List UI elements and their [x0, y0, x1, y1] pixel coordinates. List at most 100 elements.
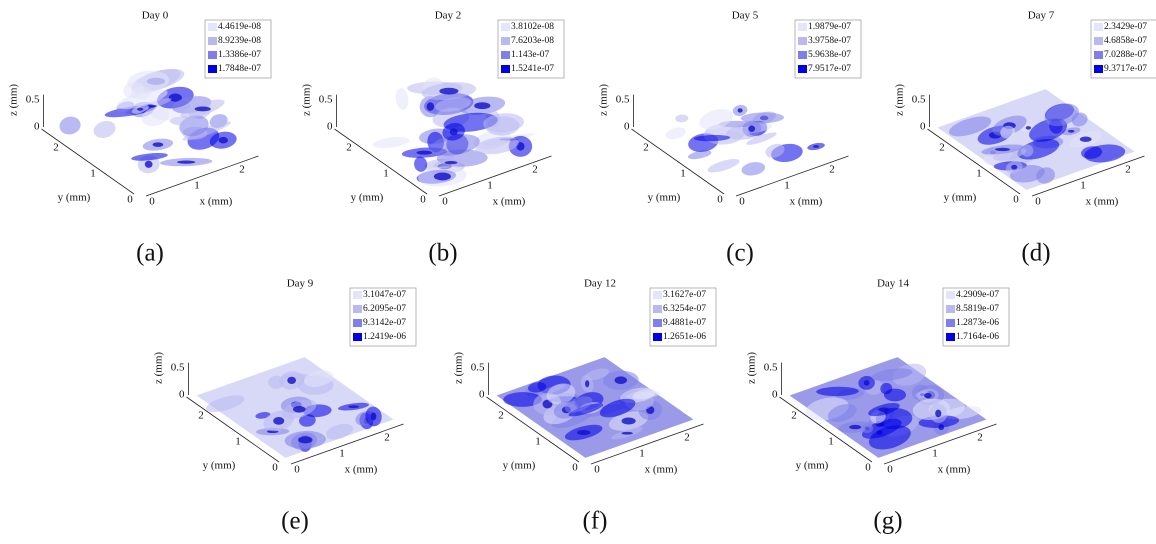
x-tick-label: 0	[442, 196, 448, 208]
iso-surface	[304, 370, 334, 387]
iso-surface	[599, 398, 636, 418]
legend-label: 9.3717e-07	[1104, 64, 1147, 74]
iso-core	[416, 150, 433, 155]
legend-label: 1.2651e-06	[663, 332, 706, 342]
iso-surface	[699, 108, 733, 130]
legend-swatch	[653, 291, 662, 299]
legend: 3.8102e-08 7.6203e-08 1.143e-07 1.5241e-07	[497, 19, 565, 79]
y-axis-label: y (mm)	[944, 192, 977, 204]
y-tick-label: 2	[498, 410, 504, 422]
iso-surface	[299, 414, 316, 427]
surface-plot	[665, 104, 825, 176]
iso-core	[748, 125, 756, 132]
legend-swatch	[946, 319, 955, 327]
legend-swatch	[353, 305, 362, 313]
iso-core	[168, 93, 182, 102]
iso-core	[621, 417, 636, 425]
y-tick-label: 0	[272, 462, 278, 474]
iso-surface	[116, 89, 168, 110]
iso-surface	[464, 152, 480, 165]
panel-caption: (g)	[873, 508, 902, 535]
y-tick-label: 2	[643, 142, 649, 154]
x-tick-label: 0	[294, 464, 300, 476]
legend-swatch	[946, 291, 955, 299]
y-tick-label: 1	[976, 168, 982, 180]
iso-surface	[993, 147, 1027, 161]
z-axis-label: z (mm)	[301, 84, 313, 116]
legend: 3.1047e-07 6.2095e-07 9.3142e-07 1.2419e-06	[349, 287, 417, 347]
iso-surface	[694, 134, 731, 142]
z-axis-label: z (mm)	[746, 352, 758, 384]
x-axis-label: x (mm)	[1086, 196, 1119, 208]
legend-swatch	[1094, 51, 1103, 59]
iso-surface	[395, 88, 409, 110]
y-axis	[334, 128, 428, 195]
legend-swatch	[1094, 37, 1103, 45]
legend-swatch	[653, 305, 662, 313]
z-tick-label: 0	[772, 389, 778, 401]
z-tick-label: 0	[327, 121, 333, 133]
iso-surface	[527, 382, 547, 393]
iso-surface	[740, 112, 785, 124]
y-tick-label: 0	[1013, 194, 1019, 206]
panel-title: Day 12	[584, 278, 616, 290]
y-tick-label: 1	[680, 168, 686, 180]
iso-surface	[131, 152, 168, 161]
legend-swatch	[501, 51, 510, 59]
y-tick-label: 0	[127, 194, 133, 206]
y-axis	[186, 396, 280, 463]
iso-surface	[632, 389, 657, 400]
panel-caption: (f)	[583, 508, 608, 535]
iso-core	[348, 405, 359, 408]
iso-surface	[665, 127, 686, 140]
iso-surface	[1084, 144, 1126, 163]
y-tick-label: 1	[90, 168, 96, 180]
x-tick-label: 2	[977, 432, 983, 444]
z-tick-label: 0.5	[912, 94, 926, 106]
x-tick-label: 2	[829, 164, 835, 176]
x-tick-label: 2	[1125, 164, 1131, 176]
iso-core	[433, 172, 451, 181]
y-tick-label: 2	[791, 410, 797, 422]
y-axis-label: y (mm)	[58, 192, 91, 204]
legend-swatch	[353, 291, 362, 299]
iso-surface	[827, 404, 857, 422]
panel-caption: (c)	[726, 240, 754, 267]
x-tick-label: 1	[194, 180, 200, 192]
z-tick-label: 0.5	[171, 362, 185, 374]
iso-core	[1079, 136, 1092, 142]
legend-label: 4.2909e-07	[956, 290, 999, 300]
panel: 0 1 2 0 1 2 0 0.5 y (mm) x (mm) z (mm) Day 12 3.1627…	[453, 278, 717, 535]
x-tick-label: 1	[487, 180, 493, 192]
x-tick-label: 2	[532, 164, 538, 176]
x-axis-label: x (mm)	[493, 196, 526, 208]
x-axis	[290, 423, 404, 465]
iso-core	[849, 424, 862, 430]
x-axis-label: x (mm)	[790, 196, 823, 208]
legend: 4.4619e-08 8.9239e-08 1.3386e-07 1.7848e-07	[204, 19, 272, 79]
iso-surface	[268, 375, 285, 389]
x-tick-label: 1	[784, 180, 790, 192]
x-axis-label: x (mm)	[938, 464, 971, 476]
y-axis	[779, 396, 873, 463]
x-axis	[1031, 155, 1145, 197]
legend-label: 9.4881e-07	[663, 318, 706, 328]
iso-core	[812, 145, 820, 148]
iso-surface	[546, 383, 576, 405]
legend-swatch	[208, 37, 217, 45]
iso-surface	[59, 116, 81, 135]
legend-label: 1.2873e-06	[956, 318, 999, 328]
legend-label: 8.5819e-07	[956, 304, 999, 314]
x-tick-label: 1	[1080, 180, 1086, 192]
y-axis	[631, 128, 725, 195]
iso-surface	[584, 368, 610, 381]
z-tick-label: 0	[179, 389, 185, 401]
legend-swatch	[353, 319, 362, 327]
legend-label: 7.0288e-07	[1104, 50, 1147, 60]
panel-title: Day 0	[142, 10, 169, 22]
legend-label: 3.1047e-07	[363, 290, 406, 300]
z-tick-label: 0.5	[26, 94, 40, 106]
legend: 2.3429e-07 4.6858e-07 7.0288e-07 9.3717e-07	[1090, 19, 1156, 79]
legend-label: 6.3254e-07	[663, 304, 706, 314]
